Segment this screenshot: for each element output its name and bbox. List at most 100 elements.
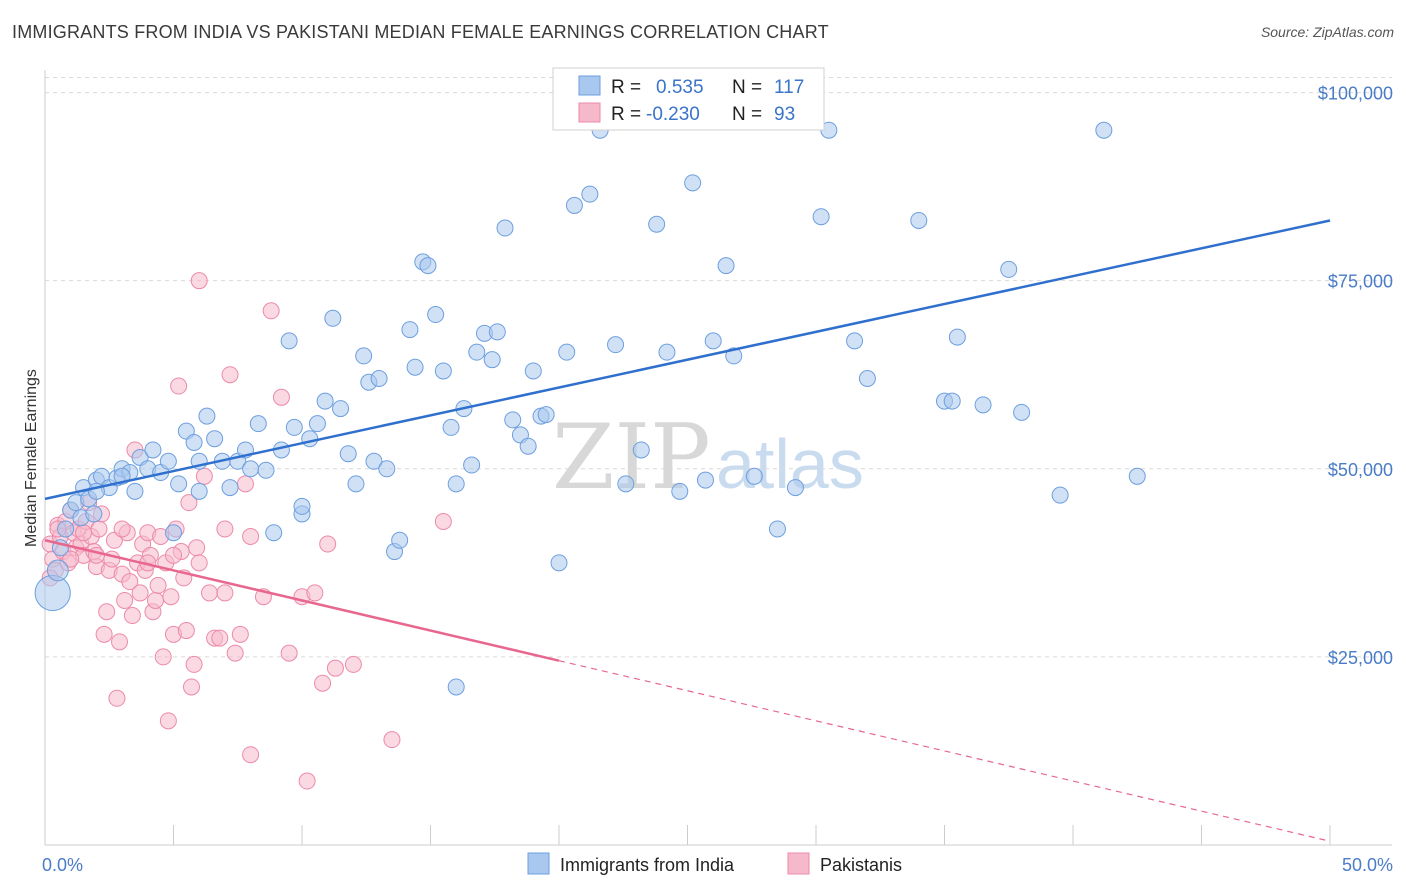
india-point (550, 554, 568, 572)
india-point (285, 418, 303, 436)
india-point (943, 392, 961, 410)
india-point (658, 343, 676, 361)
india-point (347, 475, 365, 493)
india-point (419, 257, 437, 275)
india-point (355, 347, 373, 365)
india-point (617, 475, 635, 493)
pakistani-point (195, 467, 213, 485)
india-point (316, 392, 334, 410)
india-point (427, 306, 445, 324)
india-point (332, 400, 350, 418)
india-point (293, 497, 311, 515)
india-point (565, 196, 583, 214)
pakistani-point (121, 573, 139, 591)
pakistani-point (123, 607, 141, 625)
india-point (671, 482, 689, 500)
india-point (1013, 403, 1031, 421)
legend-india-n: 117 (774, 77, 804, 98)
pakistani-point (306, 584, 324, 602)
pakistani-point (262, 302, 280, 320)
india-point (488, 323, 506, 341)
india-point (257, 461, 275, 479)
legend-pak-r: -0.230 (646, 104, 700, 125)
pakistani-point (242, 746, 260, 764)
chart-title: IMMIGRANTS FROM INDIA VS PAKISTANI MEDIA… (12, 22, 829, 42)
pakistani-trend-extension (558, 660, 1331, 842)
gridlines (45, 77, 1392, 658)
india-point (1051, 486, 1069, 504)
pakistani-point (180, 494, 198, 512)
y-tick-label: $75,000 (1328, 272, 1393, 292)
india-point (910, 211, 928, 229)
india-point (524, 362, 542, 380)
india-point (280, 332, 298, 350)
pakistani-point (190, 272, 208, 290)
pakistani-point (319, 535, 337, 553)
pakistani-point (236, 475, 254, 493)
legend-india-n-label: N = (732, 77, 762, 98)
pakistani-point (326, 659, 344, 677)
pakistani-point (111, 633, 129, 651)
x-tick-labels: 0.0% 50.0% (42, 855, 1393, 875)
india-point (144, 441, 162, 459)
india-point (696, 471, 714, 489)
pakistani-point (98, 603, 116, 621)
india-point (496, 219, 514, 237)
pakistani-point (298, 772, 316, 790)
pakistani-point (231, 625, 249, 643)
watermark: ZIP atlas (552, 405, 864, 510)
bottom-legend-pak-swatch (787, 852, 810, 875)
legend-pak-n: 93 (774, 104, 795, 125)
pakistani-point (108, 689, 126, 707)
india-point (974, 396, 992, 414)
india-point (324, 309, 342, 327)
india-point (442, 418, 460, 436)
pakistani-point (434, 512, 452, 530)
india-point (519, 437, 537, 455)
india-point (170, 475, 188, 493)
india-point (198, 407, 216, 425)
pakistani-point (344, 655, 362, 673)
pakistani-point (116, 591, 134, 609)
bottom-legend-india-swatch (527, 852, 550, 875)
legend-pak-n-label: N = (732, 104, 762, 125)
india-point (745, 467, 763, 485)
india-point (537, 406, 555, 424)
india-point (463, 456, 481, 474)
india-point (725, 347, 743, 365)
india-trend-line (44, 219, 1331, 501)
india-point (558, 343, 576, 361)
india-point (648, 215, 666, 233)
pakistani-point (383, 731, 401, 749)
pakistani-point (113, 520, 131, 538)
legend-pak-swatch (578, 102, 601, 123)
india-point (632, 441, 650, 459)
india-point (57, 520, 75, 538)
india-point (34, 574, 71, 612)
pakistani-point (62, 550, 80, 568)
india-point (846, 332, 864, 350)
india-point (447, 475, 465, 493)
india-point (85, 505, 103, 523)
pakistani-point (185, 655, 203, 673)
axes (44, 70, 1392, 846)
india-point (339, 445, 357, 463)
india-point (468, 343, 486, 361)
pakistani-point (90, 520, 108, 538)
india-point (391, 531, 409, 549)
bottom-legend-india-label: Immigrants from India (560, 855, 735, 875)
pakistani-point (226, 644, 244, 662)
pakistani-point (188, 539, 206, 557)
india-point (1128, 467, 1146, 485)
india-point (1000, 260, 1018, 278)
y-tick-label: $50,000 (1328, 460, 1393, 480)
india-point (948, 328, 966, 346)
pakistani-point (216, 584, 234, 602)
legend: R = 0.535 N = 117 R = -0.230 N = 93 (552, 67, 825, 131)
pakistani-point (314, 674, 332, 692)
legend-india-r: 0.535 (656, 77, 704, 98)
pakistani-point (147, 591, 165, 609)
pakistani-point (149, 576, 167, 594)
india-point (406, 358, 424, 376)
pakistani-point (159, 712, 177, 730)
